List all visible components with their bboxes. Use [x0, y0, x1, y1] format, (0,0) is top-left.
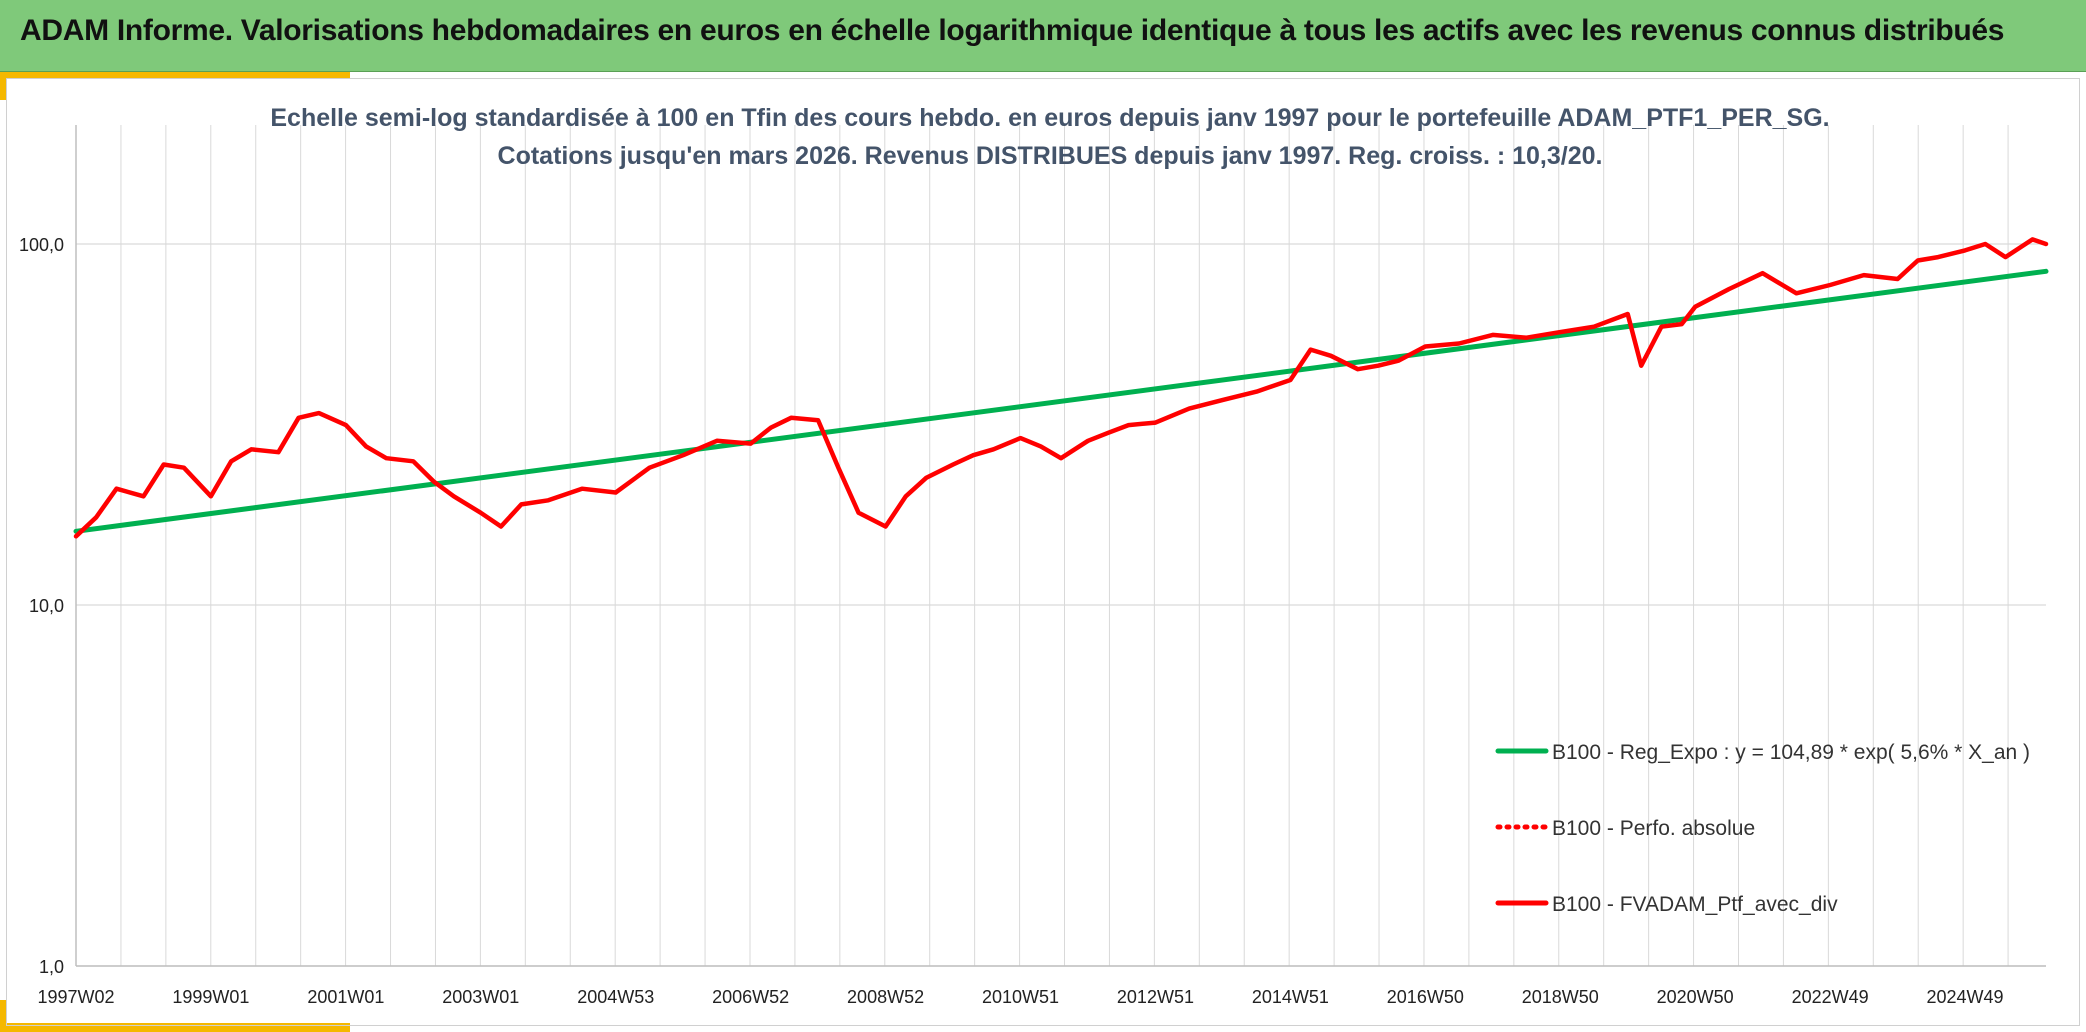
portfolio-line — [73, 237, 2049, 539]
x-tick-label: 2018W50 — [1522, 987, 1599, 1007]
grid — [75, 125, 2046, 967]
plot-series — [73, 237, 2049, 539]
x-tick-label: 2008W52 — [847, 987, 924, 1007]
chart-subtitle: Cotations jusqu'en mars 2026. Revenus DI… — [498, 142, 1603, 170]
x-tick-label: 2024W49 — [1927, 987, 2004, 1007]
y-axis: 1,0 10,0 100,0 — [19, 235, 64, 977]
x-tick-label: 2004W53 — [577, 987, 654, 1007]
y-tick-label: 1,0 — [39, 957, 64, 977]
chart-title: Echelle semi-log standardisée à 100 en T… — [270, 104, 1829, 132]
x-tick-label: 2016W50 — [1387, 987, 1464, 1007]
x-tick-label: 2010W51 — [982, 987, 1059, 1007]
legend-label: B100 - Perfo. absolue — [1552, 817, 1755, 840]
y-tick-label: 100,0 — [19, 235, 64, 255]
x-tick-label: 2006W52 — [712, 987, 789, 1007]
legend-label: B100 - Reg_Expo : y = 104,89 * exp( 5,6%… — [1552, 741, 2030, 764]
legend: B100 - Reg_Expo : y = 104,89 * exp( 5,6%… — [1495, 741, 2030, 916]
x-tick-label: 2014W51 — [1252, 987, 1329, 1007]
accent-bar-left-top — [0, 72, 7, 100]
x-tick-label: 2001W01 — [307, 987, 384, 1007]
accent-bar-top — [0, 72, 350, 78]
header-banner: ADAM Informe. Valorisations hebdomadaire… — [0, 0, 2086, 72]
x-tick-label: 1997W02 — [37, 987, 114, 1007]
accent-bar-left-bottom — [0, 1000, 7, 1026]
page-title: ADAM Informe. Valorisations hebdomadaire… — [20, 14, 2005, 47]
chart-frame — [6, 78, 2080, 1026]
y-tick-label: 10,0 — [29, 596, 64, 616]
x-axis: 1997W02 1999W01 2001W01 2003W01 2004W53 2006W… — [37, 987, 2003, 1007]
x-tick-label: 1999W01 — [172, 987, 249, 1007]
legend-label: B100 - FVADAM_Ptf_avec_div — [1552, 893, 1838, 916]
accent-bar-bottom — [0, 1023, 350, 1032]
x-tick-label: 2003W01 — [442, 987, 519, 1007]
x-tick-label: 2020W50 — [1657, 987, 1734, 1007]
x-tick-label: 2012W51 — [1117, 987, 1194, 1007]
x-tick-label: 2022W49 — [1792, 987, 1869, 1007]
regression-line — [73, 268, 2049, 534]
